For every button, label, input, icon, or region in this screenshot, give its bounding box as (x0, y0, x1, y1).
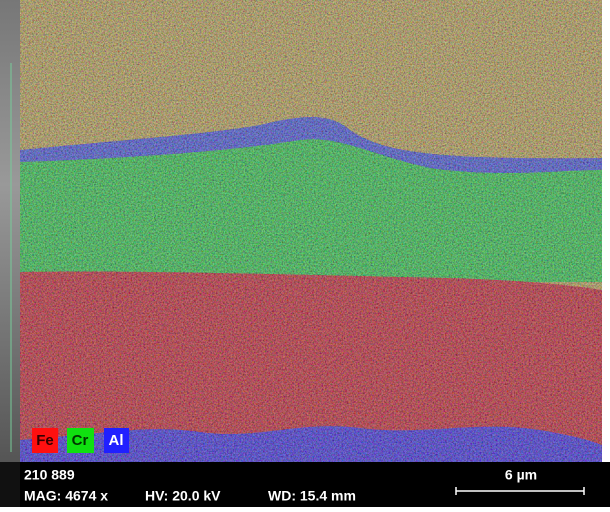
magnification: MAG: 4674 x (24, 488, 108, 504)
image-id: 210 889 (24, 467, 75, 483)
legend-label: Al (109, 432, 124, 449)
element-map (20, 0, 602, 462)
legend-label: Cr (72, 432, 89, 449)
info-bar-edge (0, 462, 20, 507)
eds-map-screenshot: Fe Cr Al 210 889 MAG: 4674 x HV: 20.0 kV… (0, 0, 610, 507)
scale-label: 6 µm (505, 467, 537, 483)
working-distance: WD: 15.4 mm (268, 488, 356, 504)
dark-grain (20, 0, 602, 462)
high-voltage: HV: 20.0 kV (145, 488, 221, 504)
legend-label: Fe (36, 432, 54, 449)
